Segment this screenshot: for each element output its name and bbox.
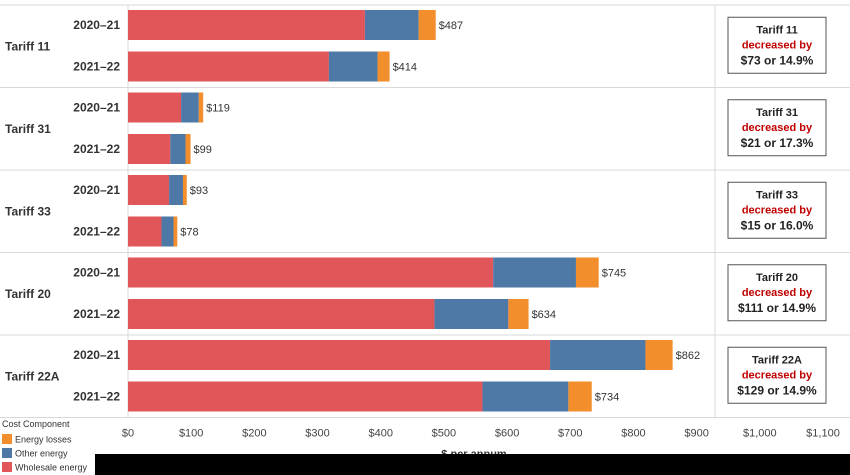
change-note-title: Tariff 22A — [752, 354, 802, 366]
bar-segment-wholesale-energy — [128, 51, 329, 82]
bar-segment-energy-losses — [645, 340, 673, 370]
bar-segment-other-energy — [550, 340, 646, 370]
legend-item-label: Other energy — [15, 449, 68, 459]
year-label: 2020–21 — [73, 18, 120, 32]
bar-segment-other-energy — [170, 134, 186, 164]
bar-segment-energy-losses — [418, 10, 436, 40]
bar-segment-wholesale-energy — [128, 299, 435, 329]
change-note-amount: $73 or 14.9% — [741, 53, 814, 67]
legend-item-label: Energy losses — [15, 435, 72, 445]
x-tick-label: $700 — [558, 428, 582, 440]
bar-segment-energy-losses — [568, 381, 592, 412]
total-value-label: $93 — [190, 185, 208, 197]
year-label: 2020–21 — [73, 183, 120, 197]
legend-swatch — [2, 434, 12, 444]
total-value-label: $734 — [595, 392, 619, 404]
bar-segment-wholesale-energy — [128, 340, 551, 370]
year-label: 2020–21 — [73, 266, 120, 280]
x-tick-label: $0 — [122, 428, 134, 440]
change-note-direction: decreased by — [742, 369, 813, 381]
bar-segment-energy-losses — [173, 216, 178, 247]
x-tick-label: $300 — [305, 428, 329, 440]
tariff-label: Tariff 22A — [5, 369, 60, 383]
change-note-direction: decreased by — [742, 122, 813, 134]
change-note-direction: decreased by — [742, 39, 813, 51]
bar-segment-energy-losses — [508, 299, 529, 329]
year-label: 2021–22 — [73, 142, 120, 156]
change-note-title: Tariff 20 — [756, 272, 798, 284]
bar-segment-energy-losses — [198, 92, 204, 123]
bar-segment-other-energy — [169, 175, 183, 205]
change-note-direction: decreased by — [742, 287, 813, 299]
change-note-amount: $21 or 17.3% — [741, 136, 814, 150]
x-tick-label: $600 — [495, 428, 519, 440]
tariff-label: Tariff 33 — [5, 204, 51, 218]
legend-item-label: Wholesale energy — [15, 463, 88, 473]
bar-segment-wholesale-energy — [128, 134, 171, 164]
change-note-box — [727, 346, 827, 404]
x-tick-label: $100 — [179, 428, 203, 440]
bar-segment-other-energy — [161, 216, 174, 247]
total-value-label: $862 — [676, 350, 700, 362]
tariff-label: Tariff 20 — [5, 287, 51, 301]
total-value-label: $119 — [206, 103, 230, 115]
change-note-direction: decreased by — [742, 204, 813, 216]
total-value-label: $99 — [194, 144, 212, 156]
bar-segment-other-energy — [364, 10, 419, 40]
legend-swatch — [2, 448, 12, 458]
x-tick-label: $200 — [242, 428, 266, 440]
x-tick-label: $500 — [432, 428, 456, 440]
bar-segment-energy-losses — [185, 134, 191, 164]
bar-segment-wholesale-energy — [128, 10, 365, 40]
year-label: 2020–21 — [73, 348, 120, 362]
year-label: 2021–22 — [73, 390, 120, 404]
change-note-box — [727, 264, 827, 322]
total-value-label: $745 — [602, 268, 626, 280]
footer-black-band — [95, 454, 850, 475]
bar-segment-wholesale-energy — [128, 175, 170, 205]
change-note-amount: $111 or 14.9% — [738, 301, 816, 315]
tariff-label: Tariff 31 — [5, 122, 51, 136]
change-note-title: Tariff 33 — [756, 189, 798, 201]
bar-segment-other-energy — [328, 51, 378, 82]
change-note-title: Tariff 31 — [756, 107, 798, 119]
total-value-label: $487 — [439, 20, 463, 32]
year-label: 2021–22 — [73, 225, 120, 239]
bar-segment-other-energy — [181, 92, 199, 123]
legend-swatch — [2, 462, 12, 472]
bar-segment-wholesale-energy — [128, 257, 494, 288]
bar-segment-energy-losses — [182, 175, 187, 205]
bar-segment-energy-losses — [575, 257, 599, 288]
change-note-box — [727, 181, 827, 239]
bar-segment-energy-losses — [377, 51, 390, 82]
tariff-label: Tariff 11 — [5, 39, 50, 53]
bar-segment-wholesale-energy — [128, 381, 483, 412]
x-tick-label: $400 — [368, 428, 392, 440]
change-note-box — [727, 16, 827, 74]
x-tick-label: $800 — [621, 428, 645, 440]
legend-title: Cost Component — [2, 419, 70, 429]
year-label: 2021–22 — [73, 60, 120, 74]
year-label: 2020–21 — [73, 101, 120, 115]
change-note-box — [727, 99, 827, 157]
total-value-label: $78 — [180, 227, 198, 239]
year-label: 2021–22 — [73, 307, 120, 321]
x-tick-label: $900 — [684, 428, 708, 440]
x-tick-label: $1,100 — [806, 428, 840, 440]
bar-segment-wholesale-energy — [128, 216, 162, 247]
bar-segment-other-energy — [434, 299, 509, 329]
change-note-amount: $129 or 14.9% — [737, 383, 817, 397]
bar-segment-other-energy — [493, 257, 576, 288]
bar-segment-other-energy — [482, 381, 569, 412]
total-value-label: $414 — [393, 62, 417, 74]
change-note-title: Tariff 11 — [756, 24, 797, 36]
x-tick-label: $1,000 — [743, 428, 777, 440]
change-note-amount: $15 or 16.0% — [741, 218, 814, 232]
bar-segment-wholesale-energy — [128, 92, 182, 123]
total-value-label: $634 — [532, 309, 556, 321]
